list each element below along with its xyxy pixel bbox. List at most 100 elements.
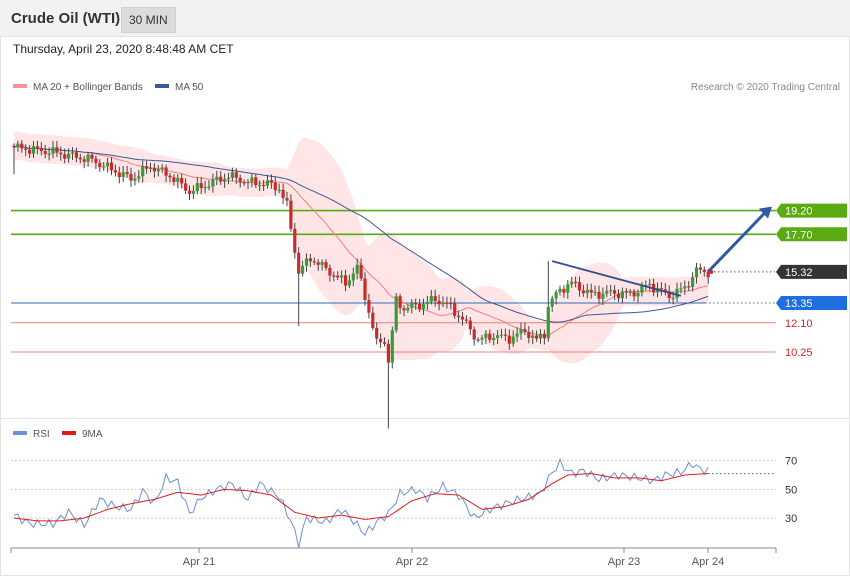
candle-body: [297, 252, 301, 274]
candle: [55, 140, 59, 157]
candle: [457, 310, 461, 323]
candle-body: [503, 334, 507, 336]
candle-body: [679, 288, 683, 290]
candle-body: [207, 186, 211, 188]
legend: MA 20 + Bollinger Bands MA 50 Research © 2…: [13, 82, 840, 93]
candle-body: [98, 162, 102, 167]
candle: [566, 280, 570, 299]
candle: [63, 148, 67, 164]
x-tick-label: Apr 23: [608, 556, 640, 568]
candle: [78, 153, 82, 164]
candle: [269, 174, 273, 189]
candle: [464, 315, 468, 324]
candle-body: [336, 275, 340, 278]
candle: [347, 274, 351, 289]
timeframe-button[interactable]: 30 MIN: [121, 7, 176, 33]
candle: [67, 148, 71, 163]
candle-body: [109, 162, 114, 171]
candle: [683, 280, 687, 295]
candle-body: [394, 296, 398, 331]
candle: [207, 180, 211, 191]
candle: [410, 299, 414, 314]
candle-body: [281, 189, 285, 199]
candle-body: [35, 146, 39, 148]
candle-body: [94, 158, 98, 163]
timestamp: Thursday, April 23, 2020 8:48:48 AM CET: [13, 42, 234, 56]
candle: [648, 279, 652, 292]
candle-body: [203, 187, 207, 189]
candle-body: [121, 172, 125, 178]
candle: [39, 142, 43, 156]
candle-body: [577, 282, 582, 291]
candle-body: [24, 148, 28, 150]
support-label: 10.25: [785, 347, 813, 359]
x-axis: Apr 21 Apr 22 Apr 23 Apr 24: [10, 547, 777, 568]
candle-body: [258, 184, 262, 187]
candle-body: [145, 166, 149, 169]
candle-body: [172, 177, 176, 182]
candle-body: [632, 291, 636, 297]
candle-body: [585, 289, 589, 294]
candle: [636, 289, 640, 303]
candle-body: [554, 292, 558, 299]
candle-body: [340, 275, 344, 278]
candle-body: [472, 329, 476, 340]
candle: [675, 282, 679, 302]
candle: [145, 160, 149, 174]
candle-body: [328, 267, 332, 276]
candle-body: [152, 167, 156, 172]
candle: [659, 282, 663, 296]
candle: [289, 194, 293, 232]
candle-body: [597, 291, 601, 299]
candle: [258, 180, 262, 192]
candle-body: [191, 190, 195, 194]
candle: [82, 155, 86, 169]
rsi-ma-line: [13, 473, 709, 522]
candle: [246, 179, 250, 189]
candle-body: [223, 178, 227, 182]
candle-body: [441, 302, 445, 305]
candle-body: [301, 265, 305, 274]
candle: [503, 328, 507, 341]
candle: [445, 296, 449, 309]
candle: [394, 293, 398, 333]
candle-body: [620, 291, 624, 299]
candle-body: [137, 176, 141, 179]
candle-body: [67, 153, 71, 159]
candle: [129, 167, 133, 187]
candle: [535, 330, 539, 342]
candle: [70, 147, 75, 160]
candle-body: [453, 303, 457, 316]
rsi-level-label: 30: [785, 513, 797, 525]
candle: [363, 272, 367, 306]
candle-body: [562, 288, 566, 293]
candle: [230, 167, 234, 182]
candle-body: [499, 334, 504, 336]
support-label: 12.10: [785, 318, 813, 330]
candle: [180, 173, 184, 189]
candle-body: [277, 189, 281, 192]
candle: [472, 326, 476, 346]
candle: [499, 328, 504, 339]
candle-body: [402, 308, 406, 311]
candle-body: [698, 267, 702, 270]
candle: [390, 326, 394, 369]
candle: [211, 173, 215, 193]
x-tick-label: Apr 24: [692, 556, 724, 568]
candle-body: [262, 184, 266, 187]
candle-body: [601, 293, 605, 299]
candle: [437, 294, 441, 311]
candle-body: [113, 170, 117, 173]
candle-body: [464, 319, 468, 321]
resistance-label-box: [776, 203, 847, 218]
candle: [191, 185, 195, 199]
bollinger-band: [14, 131, 709, 364]
candle: [418, 298, 422, 312]
candle: [316, 259, 320, 271]
candle: [94, 155, 98, 170]
candle-body: [31, 146, 36, 154]
candle: [691, 272, 695, 292]
candle-body: [78, 157, 82, 160]
candle-body: [609, 290, 613, 292]
candle-body: [624, 291, 628, 293]
